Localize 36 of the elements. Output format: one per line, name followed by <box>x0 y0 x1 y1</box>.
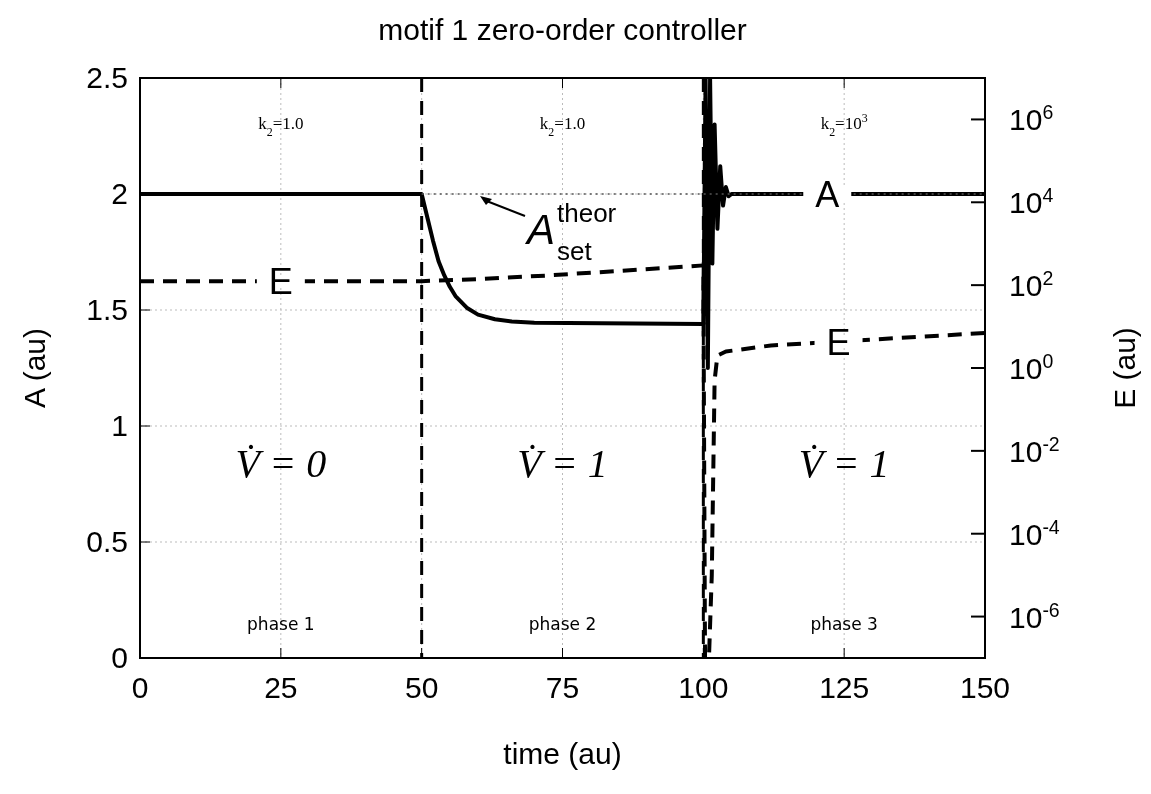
x-tick-label: 50 <box>404 671 439 704</box>
y2-tick-label: 10$^{-2}$ <box>1009 432 1060 468</box>
y-tick-label: 1 <box>111 409 128 442</box>
annotation: phase 3 <box>810 614 878 635</box>
annotation: V̇ = 0 <box>235 441 327 487</box>
annotation: V̇ = 1 <box>798 441 890 487</box>
x-tick-label: 75 <box>545 671 580 704</box>
series-label: A <box>815 174 840 215</box>
y-tick-label: 2 <box>111 177 128 210</box>
annotation: k$_{2}$=1.0 <box>539 114 586 140</box>
y-axis-title: A (au) <box>18 327 51 409</box>
y2-tick-label: 10$^{-4}$ <box>1009 515 1060 551</box>
y2-tick-label: 10$^{0}$ <box>1009 350 1054 385</box>
x-tick-label: 150 <box>959 671 1011 704</box>
y2-axis-title: E (au) <box>1108 327 1141 409</box>
chart-title: motif 1 zero-order controller <box>378 13 747 46</box>
y2-tick-label: 10$^{2}$ <box>1009 267 1054 303</box>
y2-tick-label: 10$^{-6}$ <box>1009 598 1060 634</box>
series-label: E <box>826 321 851 363</box>
annotation: k$_{2}$=10$^{3}$ <box>820 111 868 140</box>
y2-tick-label: 10$^{6}$ <box>1009 101 1054 137</box>
annotation: phase 2 <box>528 614 597 635</box>
annotation: k$_{2}$=1.0 <box>258 114 304 140</box>
y-tick-label: 0.5 <box>86 525 128 558</box>
x-axis-title: time (au) <box>503 737 622 770</box>
y2-tick-label: 10$^{4}$ <box>1009 184 1054 220</box>
x-tick-label: 125 <box>819 671 870 704</box>
y-tick-label: 2.5 <box>86 61 128 94</box>
x-tick-label: 0 <box>131 671 149 704</box>
x-tick-label: 100 <box>678 671 729 704</box>
x-tick-label: 25 <box>264 671 298 704</box>
annotation: V̇ = 1 <box>517 441 608 487</box>
y-tick-label: 1.5 <box>86 293 128 326</box>
y-tick-label: 0 <box>111 641 128 674</box>
text: E <box>268 261 293 303</box>
annotation: phase 1 <box>247 614 315 635</box>
